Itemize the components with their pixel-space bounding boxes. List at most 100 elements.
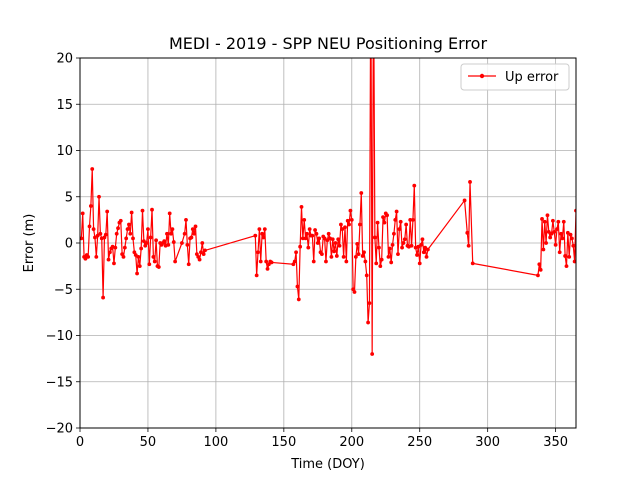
data-point [113,245,118,250]
data-point [362,250,366,255]
data-point [398,219,403,224]
data-point [325,238,330,243]
y-tick-label: 0 [65,237,73,252]
data-point [462,198,467,203]
data-point [200,241,205,245]
data-point [397,227,402,232]
data-point [131,236,135,241]
data-point [147,262,152,267]
data-point [334,254,339,258]
data-point [87,224,92,229]
data-point [310,233,315,238]
chart-title: MEDI - 2019 - SPP NEU Positioning Error [169,34,488,53]
data-point [125,227,130,232]
data-point [101,295,105,300]
x-tick-label: 100 [203,435,228,450]
data-point [387,246,392,251]
data-point [392,231,396,236]
data-point [94,254,99,259]
data-point [360,254,365,258]
data-point [127,222,131,227]
data-point [385,213,390,218]
data-point [305,231,309,236]
data-point [542,219,547,224]
data-point [419,242,423,247]
data-point [409,243,414,248]
data-point [329,254,334,259]
legend-label-up-error: Up error [505,70,559,85]
data-point [137,264,142,269]
data-point [319,252,324,256]
data-point [379,257,384,262]
data-point [349,217,354,222]
data-point [112,261,116,266]
y-tick-label: −10 [46,329,73,344]
data-point [136,254,141,259]
data-point [128,231,133,236]
data-point [170,227,175,232]
data-point [258,259,263,264]
data-point [190,227,195,232]
data-point [377,245,381,250]
data-point [122,245,127,250]
data-point [548,235,553,240]
data-point [378,264,383,269]
data-point [139,246,144,251]
data-point [302,217,307,222]
data-point [330,237,335,242]
x-tick-label: 300 [475,435,500,450]
data-point [80,211,85,216]
data-point [561,219,566,224]
data-point [185,242,190,247]
data-point [564,264,569,269]
data-point [116,226,120,231]
data-point [352,290,357,294]
data-point [93,235,97,240]
data-point [292,259,297,264]
data-point [186,262,191,267]
data-point [199,250,203,255]
data-point [299,205,304,209]
data-point [296,297,301,302]
data-point [80,236,84,241]
data-point [165,231,169,236]
data-point [189,235,194,240]
data-point [359,191,364,195]
data-point [315,241,320,245]
data-point [560,236,565,241]
data-point [374,261,379,266]
data-point [192,231,197,236]
data-point [103,232,108,237]
y-tick-label: 5 [65,190,73,205]
data-point [552,230,557,234]
data-point [567,254,572,259]
data-point [540,217,544,221]
data-point [156,265,161,269]
data-point [344,259,349,264]
y-tick-label: −20 [46,422,73,437]
data-point [313,228,317,232]
data-point [169,231,173,236]
data-point [570,236,574,241]
data-point [121,254,126,259]
data-point [415,253,419,257]
data-point [256,250,260,255]
data-point [536,273,540,278]
data-point [203,248,207,253]
data-point [336,237,341,242]
data-point [182,231,187,236]
x-tick-label: 250 [407,435,432,450]
data-point [97,194,101,199]
data-point [367,301,372,306]
data-point [300,236,305,241]
data-point [358,222,362,227]
data-point [555,227,559,232]
data-point [541,247,546,252]
data-point [425,247,430,252]
data-point [563,254,568,258]
x-tick-label: 150 [271,435,296,450]
data-point [129,210,134,215]
data-point [339,222,343,227]
data-point [402,237,407,242]
data-point [343,225,347,230]
